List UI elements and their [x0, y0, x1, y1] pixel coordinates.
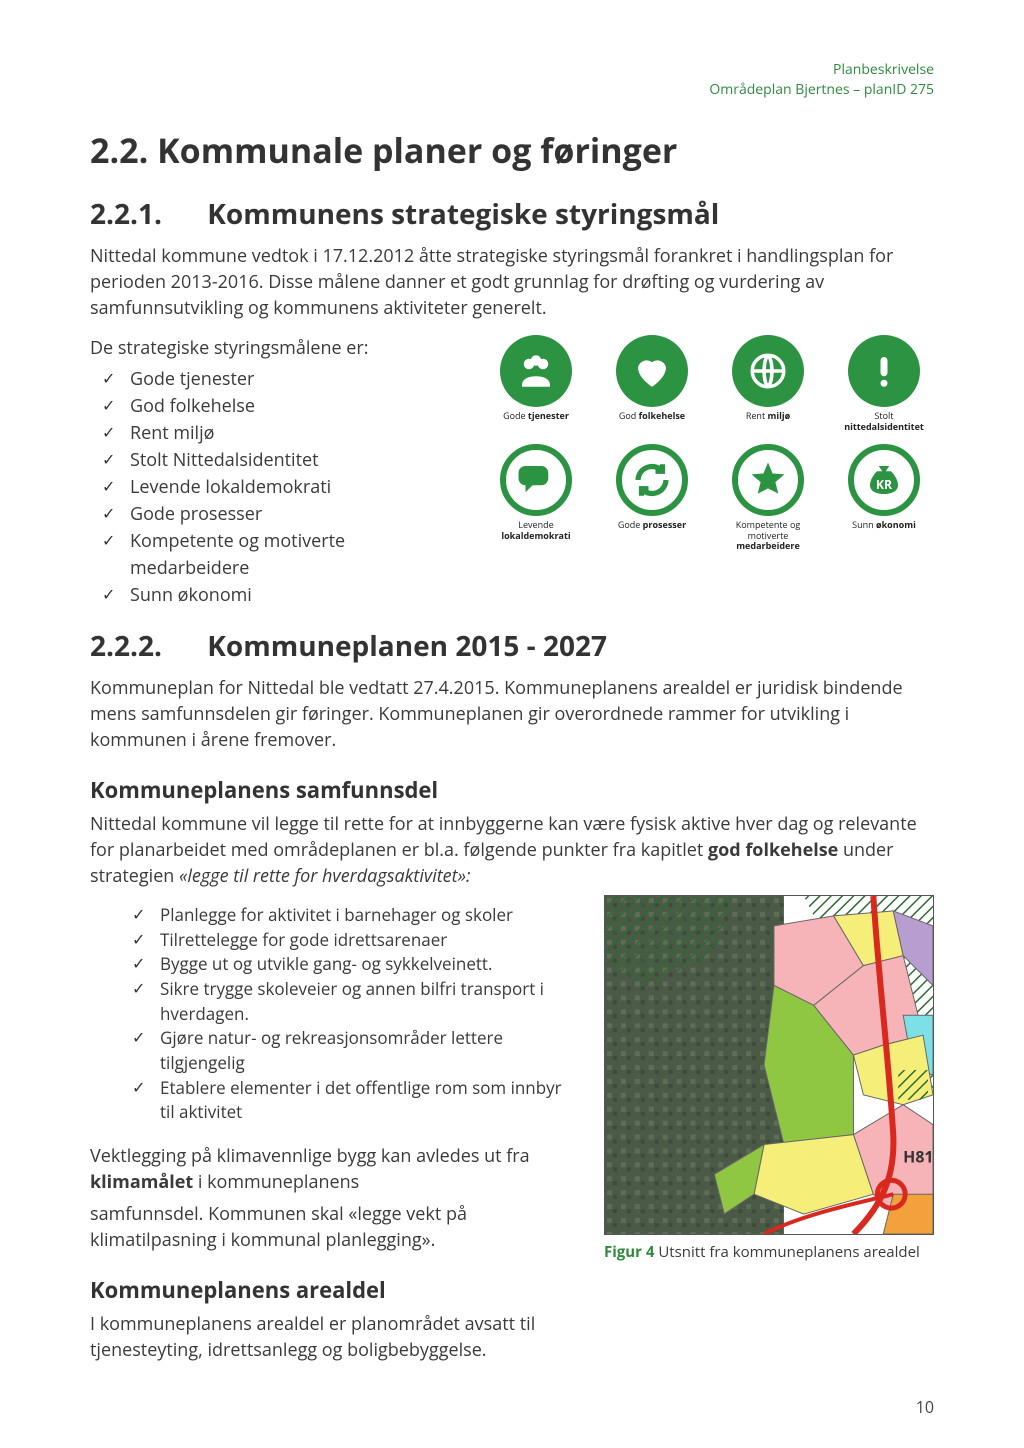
- figure-caption: Figur 4 Utsnitt fra kommuneplanens areal…: [604, 1243, 934, 1263]
- list-item: Levende lokaldemokrati: [102, 474, 466, 501]
- icon-cell-demokrati: Levende lokaldemokrati: [486, 444, 586, 551]
- list-item: Etablere elementer i det offentlige rom …: [132, 1076, 580, 1125]
- globe-icon: [732, 335, 804, 407]
- icon-label: Rent miljø: [718, 411, 818, 421]
- arealdel-heading: Kommuneplanens arealdel: [90, 1275, 580, 1305]
- header-line-2: Områdeplan Bjertnes – planID 275: [90, 80, 934, 100]
- samfunnsdel-list: Planlegge for aktivitet i barnehager og …: [120, 903, 580, 1125]
- icon-label: Kompetente og motiverte medarbeidere: [718, 520, 818, 551]
- list-item: Bygge ut og utvikle gang- og sykkelveine…: [132, 952, 580, 977]
- list-item: Stolt Nittedalsidentitet: [102, 447, 466, 474]
- money-bag-icon: KR: [848, 444, 920, 516]
- recycle-icon: [616, 444, 688, 516]
- icon-label: Gode prosesser: [602, 520, 702, 530]
- list-item: Rent miljø: [102, 420, 466, 447]
- arealdel-map-icon: H810: [604, 895, 934, 1235]
- speech-icon: [500, 444, 572, 516]
- icon-cell-prosesser: Gode prosesser: [602, 444, 702, 551]
- icon-cell-identitet: Stolt nittedalsidentitet: [834, 335, 934, 432]
- document-header: Planbeskrivelse Områdeplan Bjertnes – pl…: [90, 60, 934, 99]
- list-item: Kompetente og motiverte medarbeidere: [102, 528, 466, 582]
- list-item: Planlegge for aktivitet i barnehager og …: [132, 903, 580, 928]
- list-item: God folkehelse: [102, 393, 466, 420]
- icon-cell-okonomi: KR Sunn økonomi: [834, 444, 934, 551]
- svg-text:KR: KR: [876, 476, 893, 493]
- people-icon: [500, 335, 572, 407]
- heart-icon: [616, 335, 688, 407]
- klima-paragraph-1: Vektlegging på klimavennlige bygg kan av…: [90, 1143, 580, 1195]
- icon-cell-miljo: Rent miljø: [718, 335, 818, 432]
- section-title: Kommuneplanen 2015 - 2027: [207, 627, 607, 665]
- exclamation-icon: [848, 335, 920, 407]
- list-item: Gode prosesser: [102, 501, 466, 528]
- samfunnsdel-paragraph: Nittedal kommune vil legge til rette for…: [90, 811, 934, 889]
- icon-label: Gode tjenester: [486, 411, 586, 421]
- section-221-paragraph: Nittedal kommune vedtok i 17.12.2012 ått…: [90, 243, 934, 321]
- icon-label: Levende lokaldemokrati: [486, 520, 586, 541]
- section-222-heading: 2.2.2. Kommuneplanen 2015 - 2027: [90, 627, 934, 665]
- figure-label: Figur 4: [604, 1242, 654, 1262]
- klima-paragraph-2: samfunnsdel. Kommunen skal «legge vekt p…: [90, 1201, 580, 1253]
- goals-icon-grid: Gode tjenester God folkehelse Rent miljø…: [486, 335, 934, 608]
- list-item: Sunn økonomi: [102, 582, 466, 609]
- goals-list: Gode tjenester God folkehelse Rent miljø…: [90, 366, 466, 609]
- star-icon: [732, 444, 804, 516]
- page-title: 2.2. Kommunale planer og føringer: [90, 127, 934, 173]
- goals-lead: De strategiske styringsmålene er:: [90, 335, 466, 361]
- icon-label: God folkehelse: [602, 411, 702, 421]
- section-221-heading: 2.2.1. Kommunens strategiske styringsmål: [90, 195, 934, 233]
- samfunnsdel-heading: Kommuneplanens samfunnsdel: [90, 775, 934, 805]
- list-item: Tilrettelegge for gode idrettsarenaer: [132, 928, 580, 953]
- section-number: 2.2.1.: [90, 195, 200, 233]
- list-item: Sikre trygge skoleveier og annen bilfri …: [132, 977, 580, 1026]
- icon-label: Stolt nittedalsidentitet: [834, 411, 934, 432]
- list-item: Gode tjenester: [102, 366, 466, 393]
- icon-cell-tjenester: Gode tjenester: [486, 335, 586, 432]
- arealdel-paragraph: I kommuneplanens arealdel er planområdet…: [90, 1311, 580, 1363]
- header-line-1: Planbeskrivelse: [90, 60, 934, 80]
- icon-cell-medarbeidere: Kompetente og motiverte medarbeidere: [718, 444, 818, 551]
- section-title: Kommunens strategiske styringsmål: [207, 195, 719, 233]
- page-number: 10: [916, 1396, 934, 1418]
- section-number: 2.2.2.: [90, 627, 200, 665]
- icon-cell-folkehelse: God folkehelse: [602, 335, 702, 432]
- section-222-paragraph: Kommuneplan for Nittedal ble vedtatt 27.…: [90, 675, 934, 753]
- icon-label: Sunn økonomi: [834, 520, 934, 530]
- list-item: Gjøre natur- og rekreasjonsområder lette…: [132, 1026, 580, 1075]
- figure-4: H810 Figur 4 Utsnitt fra kommuneplanens …: [604, 895, 934, 1263]
- zone-label: H810: [903, 1146, 934, 1168]
